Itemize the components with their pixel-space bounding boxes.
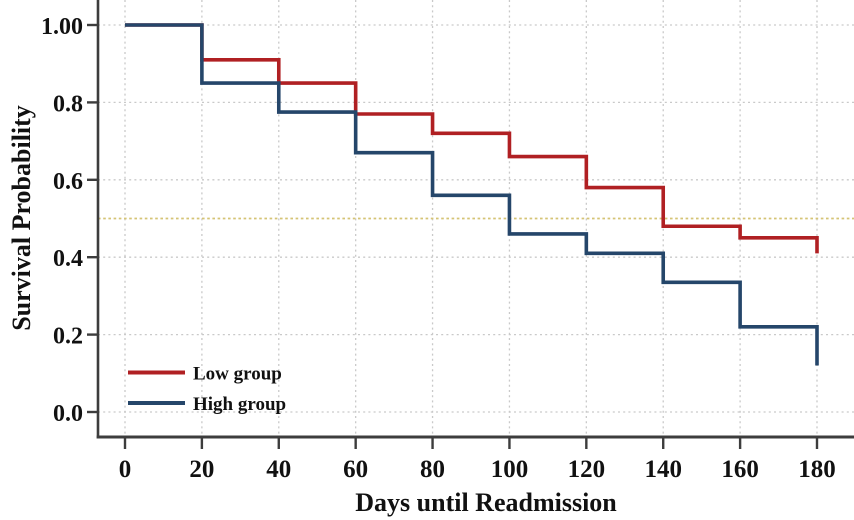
x-tick-label: 100 — [491, 456, 529, 483]
x-tick-label: 20 — [189, 456, 214, 483]
legend-group: Low group High group — [128, 364, 286, 415]
y-tick-label: 0.6 — [53, 169, 83, 195]
x-tick-label: 160 — [721, 456, 759, 483]
y-tick-label: 0.4 — [53, 246, 83, 272]
high-group-curve — [125, 23, 819, 366]
low-group-curve — [125, 23, 819, 254]
legend-label-high-group: High group — [193, 394, 286, 415]
x-tick-label: 40 — [266, 456, 291, 483]
y-axis-title: Survival Probability — [7, 105, 36, 331]
y-tick-label: 1.00 — [41, 14, 83, 40]
x-axis-title: Days until Readmission — [355, 488, 617, 517]
x-tick-label: 0 — [119, 456, 132, 483]
y-tick-label: 0.2 — [53, 324, 83, 350]
x-tick-label: 80 — [420, 456, 445, 483]
x-tick-label: 140 — [644, 456, 682, 483]
series-group — [125, 23, 819, 366]
x-tick-label: 180 — [798, 456, 836, 483]
axes-group — [96, 0, 854, 439]
y-tick-label: 0.8 — [53, 91, 83, 117]
x-tick-label: 120 — [568, 456, 606, 483]
ticks-group: 0.0 0.2 0.4 0.6 0.8 1.00 0 20 40 60 80 100 120 140 160… — [41, 14, 836, 483]
y-tick-label: 0.0 — [53, 401, 83, 427]
x-tick-label: 60 — [343, 456, 368, 483]
legend-label-low-group: Low group — [193, 364, 282, 385]
